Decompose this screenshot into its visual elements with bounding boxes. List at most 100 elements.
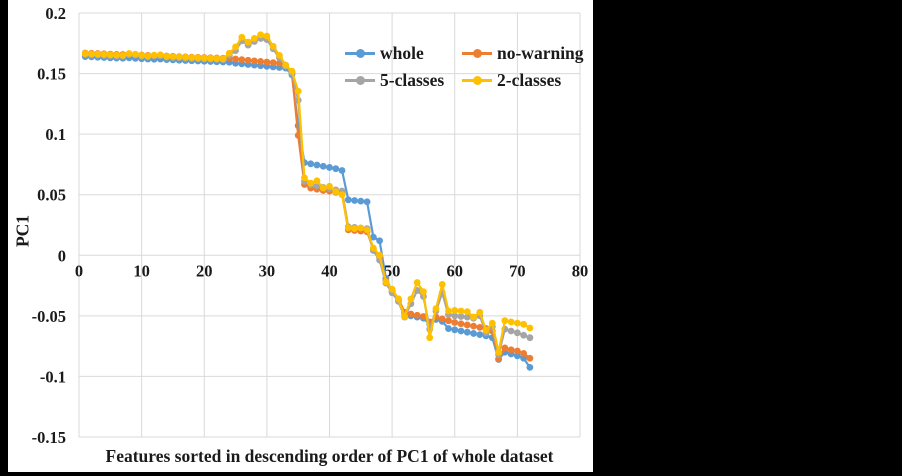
data-point-2-classes: [200, 54, 208, 62]
x-tick-label-20: 20: [196, 261, 213, 280]
data-point-2-classes: [94, 50, 102, 58]
y-tick-label-0.1: 0.1: [45, 125, 66, 144]
data-point-5-classes: [520, 331, 528, 339]
data-point-5-classes: [463, 313, 471, 321]
plot-area: 0 10 20 30 40 50 60 70 80 0.2 0.15 0.1 0.05 0 -0.05 -0.…: [32, 4, 589, 447]
data-point-2-classes: [344, 224, 352, 232]
data-point-5-classes: [457, 313, 465, 320]
data-point-2-classes: [88, 50, 95, 58]
chart-panel: 0 10 20 30 40 50 60 70 80 0.2 0.15 0.1 0.05 0 -0.05 -0.…: [8, 0, 593, 472]
data-point-no-warning: [244, 56, 252, 64]
data-point-no-warning: [445, 317, 452, 325]
data-point-no-warning: [269, 59, 277, 67]
data-point-no-warning: [413, 311, 421, 319]
data-point-whole: [476, 331, 484, 339]
data-point-2-classes: [157, 51, 164, 59]
x-tick-label-50: 50: [384, 261, 401, 280]
data-point-no-warning: [520, 350, 528, 357]
legend-marker-5-classes-icon: [345, 69, 375, 91]
data-point-2-classes: [507, 318, 515, 326]
data-point-5-classes: [507, 327, 515, 335]
legend-item-whole: whole: [345, 42, 462, 64]
data-point-2-classes: [207, 54, 214, 62]
data-point-2-classes: [394, 295, 402, 303]
data-point-2-classes: [150, 51, 158, 59]
data-point-2-classes: [451, 307, 459, 314]
data-point-2-classes: [169, 53, 177, 61]
data-point-2-classes: [326, 182, 333, 190]
legend-marker-no-warning-icon: [462, 42, 492, 64]
data-point-2-classes: [119, 52, 127, 59]
data-point-2-classes: [357, 224, 365, 232]
data-point-no-warning: [451, 319, 459, 326]
data-point-2-classes: [144, 52, 152, 60]
data-point-2-classes: [432, 305, 440, 312]
legend: whole no-warning 5-classes 2-classes: [345, 42, 584, 91]
data-point-2-classes: [113, 51, 120, 59]
data-point-2-classes: [106, 51, 114, 59]
data-point-2-classes: [301, 174, 308, 182]
data-point-whole: [338, 167, 346, 174]
data-point-whole: [326, 164, 333, 171]
data-point-whole: [319, 162, 327, 170]
data-point-no-warning: [232, 55, 239, 63]
data-point-2-classes: [276, 52, 283, 59]
x-tick-label-70: 70: [509, 261, 526, 280]
data-point-no-warning: [263, 58, 271, 66]
data-point-whole: [457, 327, 465, 335]
y-tick-label-0.15: 0.15: [37, 65, 66, 84]
data-point-no-warning: [238, 56, 246, 64]
data-point-no-warning: [250, 57, 258, 65]
data-point-2-classes: [100, 51, 108, 58]
data-point-2-classes: [282, 61, 290, 69]
data-point-2-classes: [376, 251, 383, 259]
data-point-whole: [351, 197, 358, 204]
x-tick-label-40: 40: [321, 261, 338, 280]
data-point-2-classes: [426, 334, 434, 342]
data-point-whole: [445, 325, 452, 332]
data-point-whole: [363, 198, 371, 206]
data-point-2-classes: [138, 52, 146, 59]
legend-marker-2-classes-icon: [462, 69, 492, 91]
data-point-2-classes: [470, 313, 477, 321]
data-point-2-classes: [244, 38, 252, 46]
data-point-5-classes: [451, 312, 459, 320]
data-point-no-warning: [420, 313, 427, 320]
data-point-whole: [513, 352, 521, 360]
y-tick-label-0.05: 0.05: [37, 186, 66, 205]
data-point-2-classes: [175, 53, 183, 61]
data-point-2-classes: [313, 177, 321, 185]
data-point-2-classes: [213, 55, 221, 62]
legend-item-5-classes: 5-classes: [345, 69, 462, 91]
data-point-5-classes: [526, 334, 534, 342]
data-point-2-classes: [194, 54, 202, 62]
data-point-2-classes: [219, 55, 227, 63]
data-point-no-warning: [526, 354, 534, 362]
data-point-2-classes: [526, 324, 534, 332]
data-point-2-classes: [163, 52, 171, 60]
data-point-no-warning: [457, 320, 465, 328]
data-point-2-classes: [463, 308, 471, 316]
data-point-no-warning: [463, 321, 471, 329]
data-point-2-classes: [501, 317, 509, 325]
data-point-whole: [313, 161, 321, 169]
data-point-2-classes: [238, 33, 246, 41]
data-point-whole: [307, 160, 315, 168]
data-point-2-classes: [269, 42, 277, 50]
data-point-2-classes: [131, 50, 139, 58]
y-tick-label--0.15: -0.15: [32, 428, 66, 447]
data-point-2-classes: [413, 279, 421, 286]
data-point-2-classes: [382, 278, 390, 286]
data-point-2-classes: [263, 32, 271, 40]
x-tick-label-0: 0: [75, 261, 83, 280]
legend-marker-whole-icon: [345, 42, 375, 64]
x-tick-label-80: 80: [572, 261, 589, 280]
data-point-whole: [376, 237, 383, 245]
data-point-2-classes: [332, 188, 340, 196]
data-point-2-classes: [288, 67, 296, 75]
legend-item-no-warning: no-warning: [462, 42, 584, 64]
data-point-no-warning: [501, 344, 509, 352]
data-point-whole: [463, 328, 471, 336]
data-point-2-classes: [482, 326, 490, 334]
data-point-no-warning: [257, 58, 265, 65]
